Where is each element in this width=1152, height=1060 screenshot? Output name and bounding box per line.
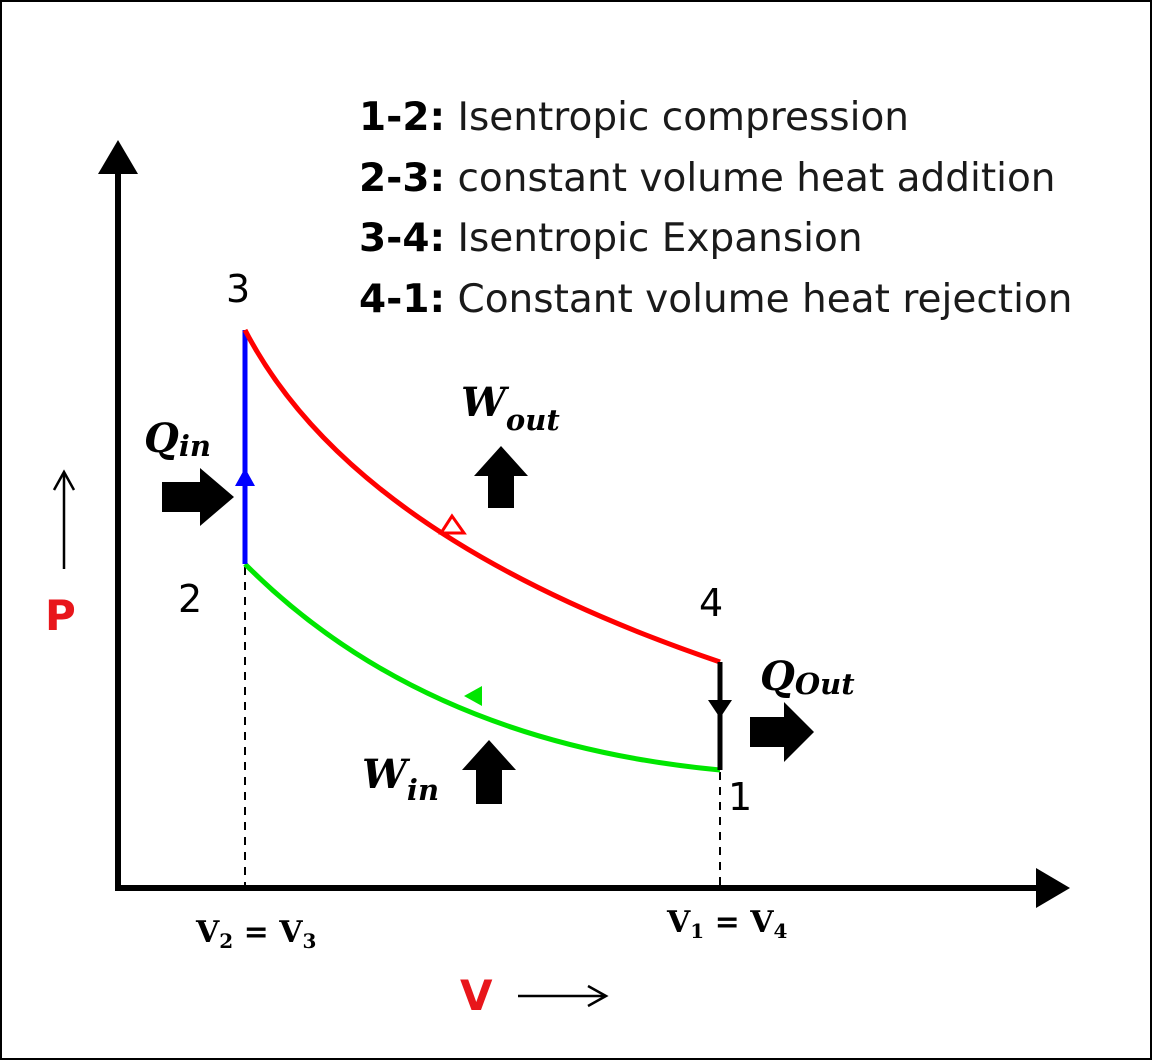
v-left-label: V2 = V3 xyxy=(195,915,316,953)
v-right-b-sub: 4 xyxy=(774,919,788,943)
q-in-arrow-icon xyxy=(162,468,234,526)
w-out-sub: out xyxy=(506,403,560,437)
q-out-base: Q xyxy=(760,653,795,700)
q-in-label: Qin xyxy=(144,415,211,463)
w-in-arrow-icon xyxy=(462,740,516,804)
expansion-direction-arrow xyxy=(438,513,467,535)
q-out-arrow-icon xyxy=(750,702,814,762)
legend-line-2-3: 2-3: constant volume heat addition xyxy=(359,156,1056,201)
q-out-sub: Out xyxy=(795,667,855,701)
q-out-label: QOut xyxy=(760,653,855,701)
legend-line-4-1: 4-1: Constant volume heat rejection xyxy=(359,277,1073,322)
legend-key: 4-1: xyxy=(359,277,445,322)
v-left-a: V xyxy=(195,915,220,950)
v-left-a-sub: 2 xyxy=(219,929,233,953)
y-axis-arrowhead xyxy=(98,140,138,174)
v-right-b: V xyxy=(749,905,774,940)
x-axis-arrowhead xyxy=(1036,868,1070,908)
heat-addition-direction-arrow xyxy=(235,468,255,486)
w-out-arrow-icon xyxy=(474,446,528,508)
point-label-3: 3 xyxy=(226,267,250,311)
y-axis-name: P xyxy=(45,591,76,640)
v-right-a: V xyxy=(666,905,691,940)
v-right-eq: = xyxy=(704,905,750,940)
w-in-label: Win xyxy=(362,751,439,807)
y-axis-name-arrow-head xyxy=(52,469,76,491)
curve-expansion-3-4 xyxy=(242,328,721,665)
curve-compression-1-2 xyxy=(243,562,721,773)
v-right-label: V1 = V4 xyxy=(666,905,788,943)
legend-key: 1-2: xyxy=(359,95,445,140)
x-axis-name-arrow-head xyxy=(587,984,609,1008)
compression-direction-arrow xyxy=(464,686,482,706)
q-in-sub: in xyxy=(179,429,211,463)
legend-text: Isentropic Expansion xyxy=(445,216,863,261)
legend-key: 3-4: xyxy=(359,216,445,261)
point-label-4: 4 xyxy=(699,581,723,625)
v-left-b-sub: 3 xyxy=(303,929,317,953)
q-in-base: Q xyxy=(144,415,179,462)
legend-line-1-2: 1-2: Isentropic compression xyxy=(359,95,909,140)
w-in-sub: in xyxy=(407,773,439,807)
v-left-b: V xyxy=(278,915,303,950)
heat-rejection-direction-arrow xyxy=(708,700,732,718)
x-axis-name: V xyxy=(460,971,493,1020)
legend-key: 2-3: xyxy=(359,156,445,201)
point-label-1: 1 xyxy=(728,775,752,819)
legend-text: constant volume heat addition xyxy=(445,156,1055,201)
v-right-a-sub: 1 xyxy=(690,919,704,943)
legend-text: Constant volume heat rejection xyxy=(445,277,1072,322)
w-out-base: W xyxy=(461,379,510,426)
legend-line-3-4: 3-4: Isentropic Expansion xyxy=(359,216,863,261)
w-in-base: W xyxy=(362,751,411,798)
v-left-eq: = xyxy=(233,915,279,950)
legend-text: Isentropic compression xyxy=(445,95,909,140)
w-out-label: Wout xyxy=(461,379,560,437)
point-label-2: 2 xyxy=(178,577,202,621)
